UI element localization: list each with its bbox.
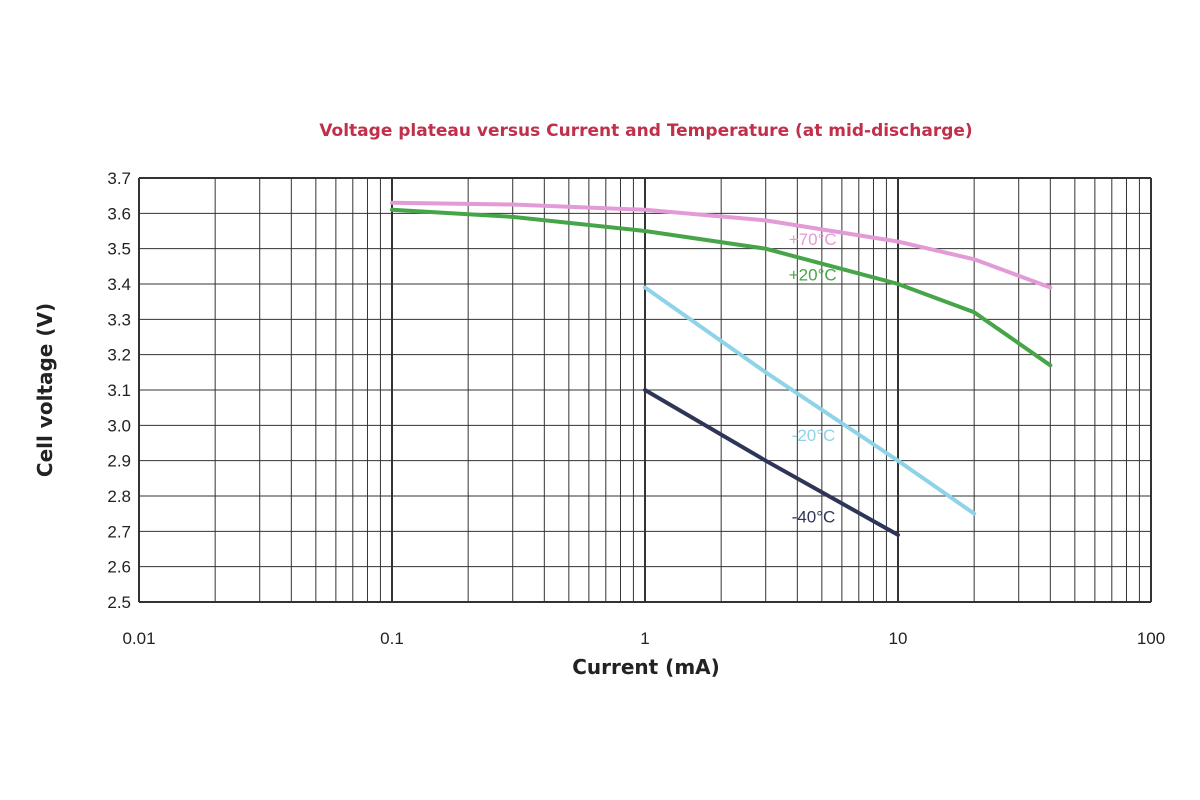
x-tick-label: 0.01 <box>122 629 155 648</box>
series-label: -40°C <box>792 508 836 527</box>
series-labels: +70°C +20°C -20°C -40°C <box>789 230 837 526</box>
y-tick-label: 2.5 <box>107 593 131 612</box>
series-line-20c <box>390 207 1053 368</box>
y-tick-label: 3.3 <box>107 310 131 329</box>
x-tick-labels: 0.01 0.1 1 10 100 <box>122 629 1165 648</box>
x-axis-label: Current (mA) <box>572 655 720 679</box>
series-label: +70°C <box>789 230 837 249</box>
y-tick-label: 2.7 <box>107 522 131 541</box>
series-line-70c <box>390 200 1053 290</box>
series-line-20c <box>643 285 977 516</box>
y-tick-label: 3.0 <box>107 416 131 435</box>
series-label: -20°C <box>792 426 836 445</box>
y-tick-label: 3.5 <box>107 240 131 259</box>
series-lines <box>390 200 1053 537</box>
y-tick-label: 2.9 <box>107 452 131 471</box>
y-tick-label: 3.1 <box>107 381 131 400</box>
grid <box>138 177 1152 603</box>
series-line-40c <box>643 388 900 537</box>
y-tick-label: 3.2 <box>107 346 131 365</box>
y-tick-label: 3.7 <box>107 169 131 188</box>
y-tick-label: 2.8 <box>107 487 131 506</box>
x-tick-label: 0.1 <box>380 629 404 648</box>
x-tick-label: 1 <box>640 629 649 648</box>
x-tick-label: 10 <box>889 629 908 648</box>
y-axis-label: Cell voltage (V) <box>33 303 57 477</box>
y-tick-labels: 2.5 2.6 2.7 2.8 2.9 3.0 3.1 3.2 3.3 3.4 3.5 3.6 3.7 <box>107 169 131 612</box>
series-label: +20°C <box>789 265 837 284</box>
y-tick-label: 2.6 <box>107 558 131 577</box>
y-tick-label: 3.4 <box>107 275 131 294</box>
chart-title: Voltage plateau versus Current and Tempe… <box>319 121 972 141</box>
x-tick-label: 100 <box>1137 629 1165 648</box>
y-tick-label: 3.6 <box>107 204 131 223</box>
